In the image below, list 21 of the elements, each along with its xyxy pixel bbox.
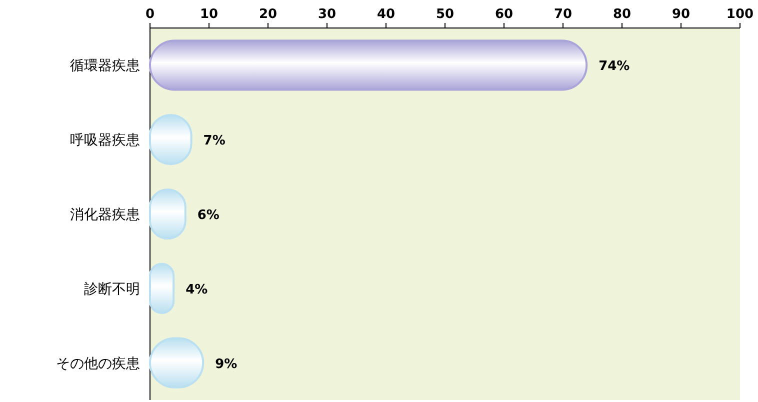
data-label: 9% [215,356,238,372]
x-tick-label: 70 [554,7,572,22]
x-tick-label: 80 [612,7,632,22]
y-tick-label: 呼吸器疾患 [70,132,140,149]
x-tick-label: 0 [145,7,155,22]
data-label: 74% [598,59,630,74]
y-tick-label: 診断不明 [84,281,140,298]
y-tick-label: 消化器疾患 [70,207,140,223]
x-tick-label: 60 [494,7,514,22]
x-tick-label: 100 [726,7,754,22]
x-tick-label: 50 [436,7,454,22]
data-label: 4% [186,282,208,298]
x-tick-label: 40 [376,7,396,22]
x-tick-label: 10 [200,7,218,22]
data-label: 6% [197,208,220,223]
x-tick-label: 30 [318,7,336,22]
x-tick-label: 90 [672,7,690,22]
y-tick-label: その他の疾患 [56,356,140,372]
y-tick-label: 循環器疾患 [70,58,140,74]
x-tick-label: 20 [258,7,278,22]
data-label: 7% [203,134,226,149]
